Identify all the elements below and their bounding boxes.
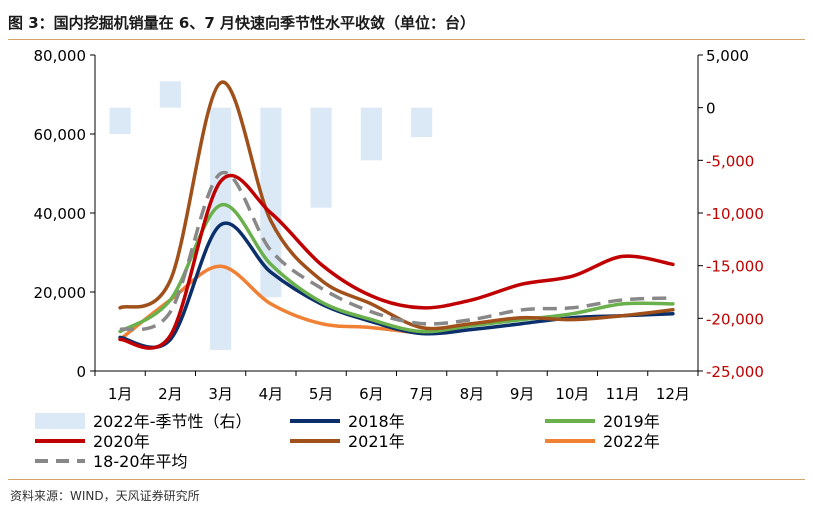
figure-title: 图 3：国内挖掘机销量在 6、7 月快速向季节性水平收敛（单位：台）	[8, 14, 475, 32]
legend-label: 2021年	[348, 432, 405, 451]
seasonality-bar	[411, 107, 433, 138]
seasonality-bar	[109, 107, 131, 134]
legend: 2022年-季节性（右） 2018年 2019年 2020年 2021年 2022年 18-…	[35, 412, 660, 471]
legend-label: 2022年-季节性（右）	[93, 412, 252, 431]
bar-series-seasonality	[109, 81, 433, 350]
seasonality-bar	[159, 81, 181, 108]
x-tick-label: 5月	[309, 385, 334, 403]
line-series	[118, 80, 675, 350]
axes: 0 20,000 40,000 60,000 80,000 -25,000 -20,000 -…	[34, 47, 764, 403]
title-divider	[8, 39, 805, 40]
y-left-tick-label: 60,000	[34, 126, 87, 144]
x-tick-label: 3月	[208, 385, 233, 403]
y-left-tick-label: 0	[76, 363, 86, 381]
seasonality-bar	[360, 107, 382, 161]
legend-label: 18-20年平均	[93, 452, 188, 471]
x-tick-label: 1月	[108, 385, 133, 403]
legend-label: 2019年	[603, 412, 660, 431]
y-right-tick-label: -20,000	[706, 310, 764, 328]
y-right-tick-label: -5,000	[706, 152, 754, 170]
x-tick-label: 2月	[158, 385, 183, 403]
x-tick-label: 11月	[606, 385, 640, 403]
y-left-tick-label: 40,000	[34, 205, 87, 223]
y-right-tick-label: -10,000	[706, 205, 764, 223]
legend-label: 2022年	[603, 432, 660, 451]
y-right-tick-label: -25,000	[706, 363, 764, 381]
seasonality-bar	[310, 107, 332, 208]
y-right-tick-label: -15,000	[706, 258, 764, 276]
series-line-4	[118, 80, 675, 331]
series-line-1	[118, 221, 675, 350]
x-tick-label: 12月	[656, 385, 690, 403]
series-line-2	[118, 203, 675, 334]
legend-label: 2018年	[348, 412, 405, 431]
legend-label: 2020年	[93, 432, 150, 451]
seasonality-bar	[260, 107, 282, 298]
y-left-tick-label: 20,000	[34, 284, 87, 302]
seasonality-bar	[210, 107, 232, 350]
y-right-tick-label: 0	[706, 100, 716, 118]
x-tick-label: 10月	[555, 385, 589, 403]
y-left-tick-label: 80,000	[34, 47, 87, 65]
source-divider	[8, 479, 805, 480]
source-note: 资料来源：WIND，天风证券研究所	[10, 489, 200, 503]
series-line-3	[118, 173, 675, 350]
x-tick-label: 8月	[460, 385, 485, 403]
x-tick-label: 7月	[409, 385, 434, 403]
series-line-6	[119, 170, 673, 332]
x-tick-label: 6月	[359, 385, 384, 403]
x-tick-label: 4月	[259, 385, 284, 403]
x-tick-label: 9月	[510, 385, 535, 403]
y-right-tick-label: 5,000	[706, 47, 749, 65]
legend-swatch-bar	[35, 413, 85, 429]
